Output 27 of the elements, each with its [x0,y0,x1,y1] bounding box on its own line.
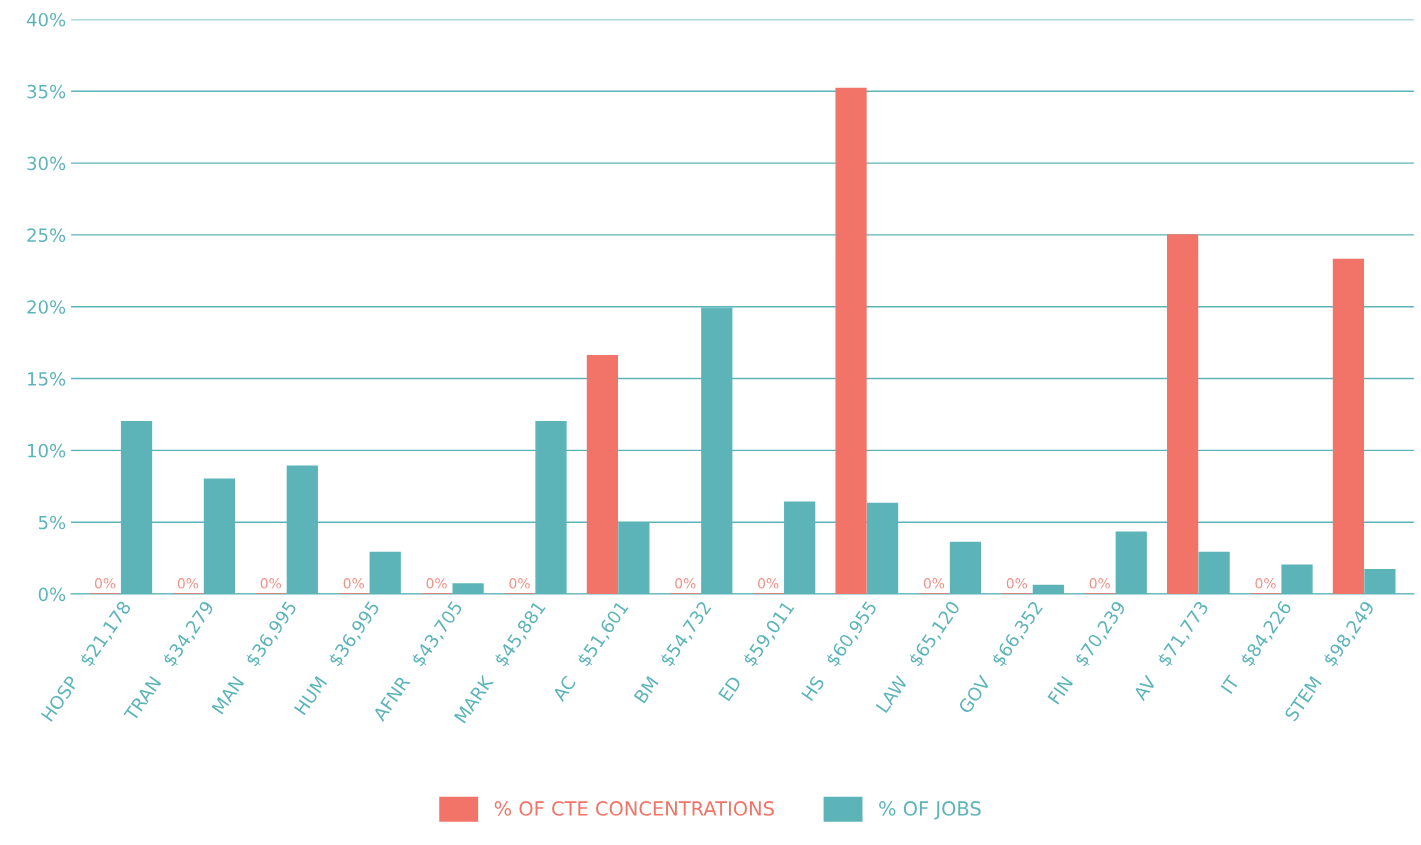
data-label: 0% [1089,578,1110,589]
data-label: 0% [509,578,530,589]
legend-label: % OF CTE CONCENTRATIONS [494,801,774,816]
y-tick-label: 20% [27,300,66,314]
y-tick-label: 15% [28,372,66,386]
y-tick-label: 25% [27,228,66,243]
legend-label: % OF JOBS [879,801,981,820]
bar [835,87,867,595]
y-tick-label: 30% [27,156,66,171]
data-label: 0% [1255,578,1276,589]
bar [1332,258,1365,595]
data-label: 0% [758,578,779,589]
data-label: 0% [343,578,364,589]
data-label: 0% [177,578,199,589]
y-tick-label: 35% [27,84,66,99]
data-label: 0% [1006,578,1028,589]
y-tick-label: 10% [28,443,66,458]
data-label: 0% [426,578,447,589]
data-label: 0% [260,578,282,589]
bar [1167,234,1199,595]
y-tick-label: 40% [26,12,66,27]
bar [586,354,619,595]
data-label: 0% [675,578,696,589]
data-label: 0% [94,578,116,589]
data-label: 0% [923,578,945,589]
y-tick-label: 5% [38,515,66,530]
y-tick-label: 0% [38,587,66,602]
